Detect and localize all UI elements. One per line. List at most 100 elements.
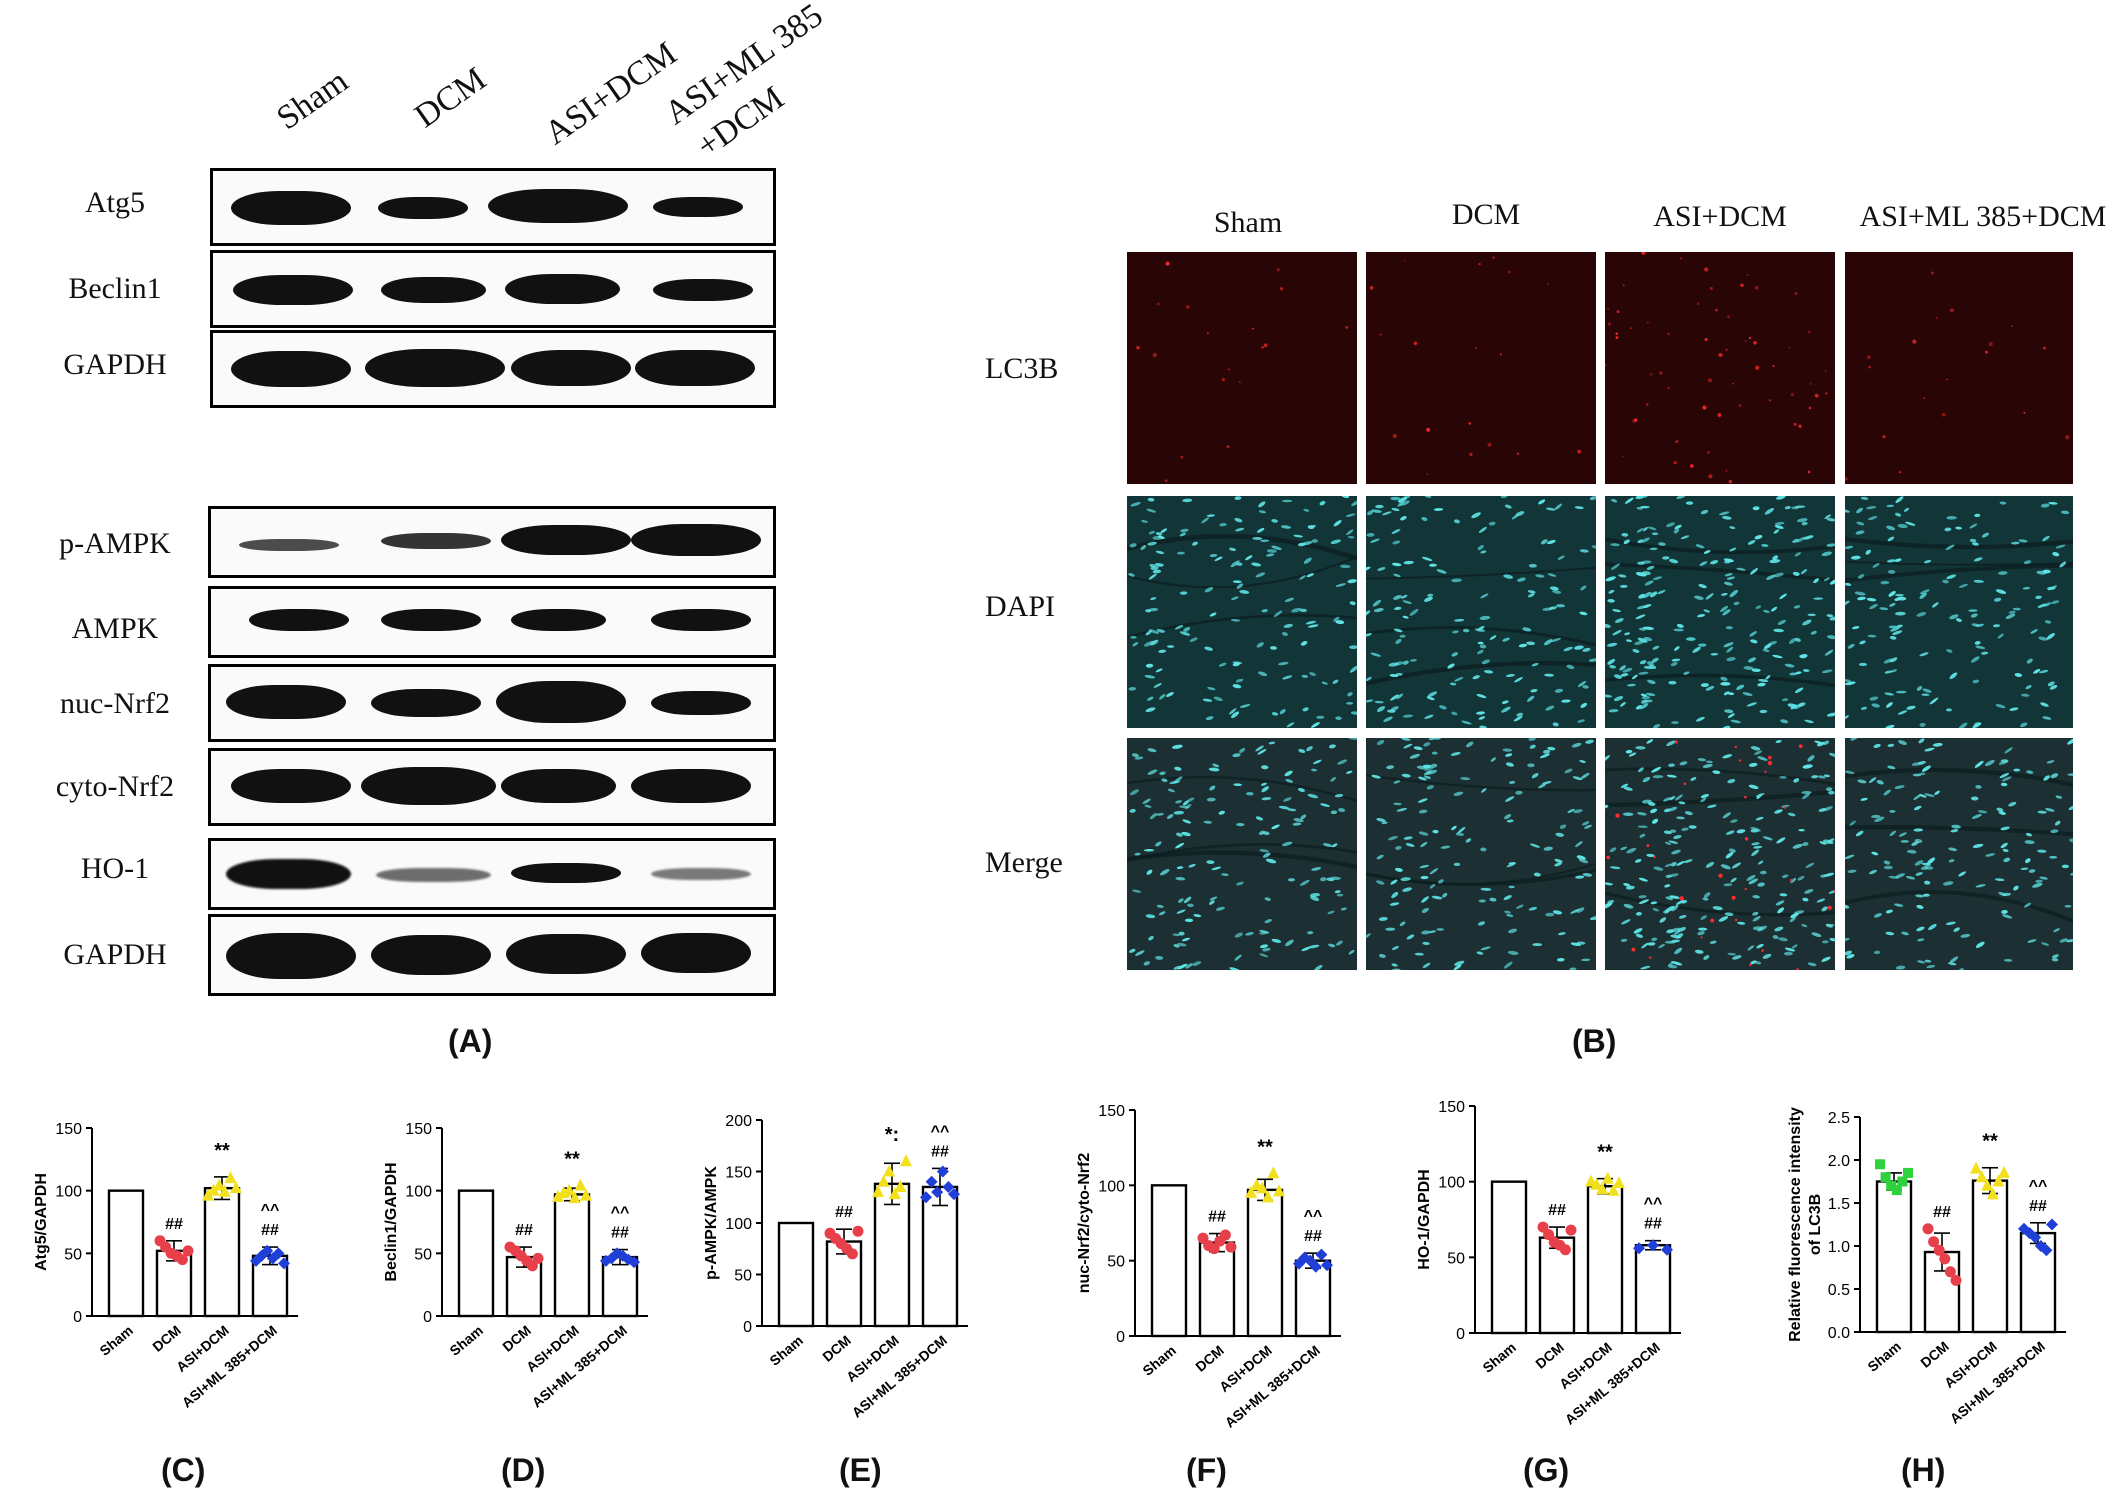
significance-mark: ## xyxy=(1304,1228,1322,1245)
micrograph-lc3b-2 xyxy=(1366,252,1596,484)
data-point xyxy=(1537,1221,1549,1233)
data-point xyxy=(948,1188,960,1201)
data-point xyxy=(900,1154,912,1167)
blot-label-atg5: Atg5 xyxy=(85,186,145,219)
data-point xyxy=(1225,1241,1237,1253)
y-axis-label: Beclin1/GAPDH xyxy=(383,1162,400,1281)
data-point xyxy=(1970,1161,1982,1174)
micrograph-lc3b-1 xyxy=(1127,252,1357,484)
lane-label-dcm: DCM xyxy=(408,60,493,136)
significance-mark: ## xyxy=(515,1222,533,1239)
bar xyxy=(1246,1188,1284,1338)
y-axis-label: HO-1/GAPDH xyxy=(1416,1169,1433,1269)
bar xyxy=(203,1186,241,1318)
x-tick-label: Sham xyxy=(1864,1338,1903,1375)
x-tick-label: DCM xyxy=(1532,1339,1567,1372)
chart-g: 050100150HO-1/GAPDHSham##DCM**ASI+DCM##^… xyxy=(1416,1100,1681,1428)
significance-mark: ^^ xyxy=(1304,1208,1323,1225)
data-point xyxy=(894,1179,907,1192)
y-tick-label: 150 xyxy=(725,1165,752,1182)
lane-label-asi-dcm: ASI+DCM xyxy=(538,35,684,153)
x-tick-label: Sham xyxy=(1479,1339,1518,1376)
panel-label-e: (E) xyxy=(839,1452,882,1488)
data-point xyxy=(1267,1166,1280,1179)
x-tick-label: Sham xyxy=(96,1322,135,1359)
blot-label-nuc-nrf2: nuc-Nrf2 xyxy=(60,687,170,720)
y-tick-label: 100 xyxy=(725,1216,752,1233)
data-point xyxy=(176,1254,188,1266)
y-tick-label: 100 xyxy=(1438,1175,1465,1192)
significance-mark: ^^ xyxy=(611,1205,630,1222)
blot-label-beclin1: Beclin1 xyxy=(68,272,162,305)
data-point xyxy=(1922,1223,1934,1235)
fluor-row-merge: Merge xyxy=(985,846,1063,879)
y-tick-label: 50 xyxy=(64,1246,82,1263)
y-tick-label: 50 xyxy=(1107,1254,1125,1271)
y-tick-label: 0 xyxy=(73,1309,82,1326)
panel-label-d: (D) xyxy=(501,1452,546,1488)
data-point xyxy=(942,1180,955,1193)
data-point xyxy=(1928,1236,1940,1248)
micrograph-merge-4 xyxy=(1845,738,2073,970)
data-point xyxy=(202,1188,214,1201)
blot-label-ampk: AMPK xyxy=(71,612,159,645)
significance-mark: ** xyxy=(564,1149,580,1171)
x-tick-label: DCM xyxy=(1917,1338,1952,1371)
y-tick-label: 100 xyxy=(55,1184,82,1201)
data-point xyxy=(2034,1240,2047,1252)
blot-gapdh-bottom xyxy=(208,914,776,996)
significance-mark: ## xyxy=(1933,1204,1951,1221)
data-point xyxy=(1886,1180,1897,1191)
y-tick-label: 50 xyxy=(734,1268,752,1285)
data-point xyxy=(888,1187,901,1200)
data-point xyxy=(1613,1176,1625,1189)
data-point xyxy=(1273,1184,1285,1197)
blot-label-gapdh-bottom: GAPDH xyxy=(63,938,167,971)
data-point xyxy=(218,1184,231,1197)
significance-mark: ** xyxy=(1982,1131,1998,1153)
data-point xyxy=(213,1178,226,1191)
panel-label-b: (B) xyxy=(1572,1023,1617,1059)
data-point xyxy=(1219,1229,1231,1241)
data-point xyxy=(1981,1178,1994,1191)
panel-label-c: (C) xyxy=(161,1452,206,1488)
lane-label-sham: Sham xyxy=(270,62,355,138)
y-tick-label: 50 xyxy=(414,1246,432,1263)
data-point xyxy=(1891,1185,1902,1196)
bar xyxy=(1198,1241,1236,1338)
data-point xyxy=(1293,1257,1305,1270)
data-point xyxy=(1933,1244,1945,1256)
data-point xyxy=(278,1257,290,1270)
bar xyxy=(1150,1184,1188,1338)
data-point xyxy=(1647,1239,1659,1252)
significance-mark: ## xyxy=(611,1225,629,1242)
data-point xyxy=(1903,1167,1913,1178)
y-tick-label: 1.5 xyxy=(1828,1196,1850,1213)
data-point xyxy=(1998,1165,2010,1178)
data-point xyxy=(600,1254,612,1267)
y-tick-label: 150 xyxy=(55,1121,82,1138)
data-point xyxy=(261,1244,274,1257)
data-point xyxy=(846,1248,858,1260)
y-tick-label: 0 xyxy=(1116,1329,1125,1346)
micrograph-lc3b-4 xyxy=(1845,252,2073,484)
panel-label-f: (F) xyxy=(1186,1452,1227,1488)
data-point xyxy=(272,1247,285,1260)
bar xyxy=(457,1189,495,1318)
data-point xyxy=(1543,1229,1555,1241)
fluor-column-sham: Sham xyxy=(1213,206,1283,239)
bar xyxy=(921,1185,959,1328)
y-tick-label: 2.0 xyxy=(1828,1153,1850,1170)
bar xyxy=(2019,1231,2057,1334)
data-point xyxy=(1950,1274,1962,1286)
data-point xyxy=(1607,1183,1620,1196)
significance-mark: ^^ xyxy=(931,1123,950,1140)
panel-label-h: (H) xyxy=(1901,1452,1946,1488)
micrograph-dapi-1 xyxy=(1127,496,1357,728)
x-tick-label: DCM xyxy=(1192,1342,1227,1375)
data-point xyxy=(255,1249,268,1262)
data-point xyxy=(526,1260,538,1272)
bar xyxy=(1586,1185,1624,1335)
significance-mark: ## xyxy=(1548,1202,1566,1219)
